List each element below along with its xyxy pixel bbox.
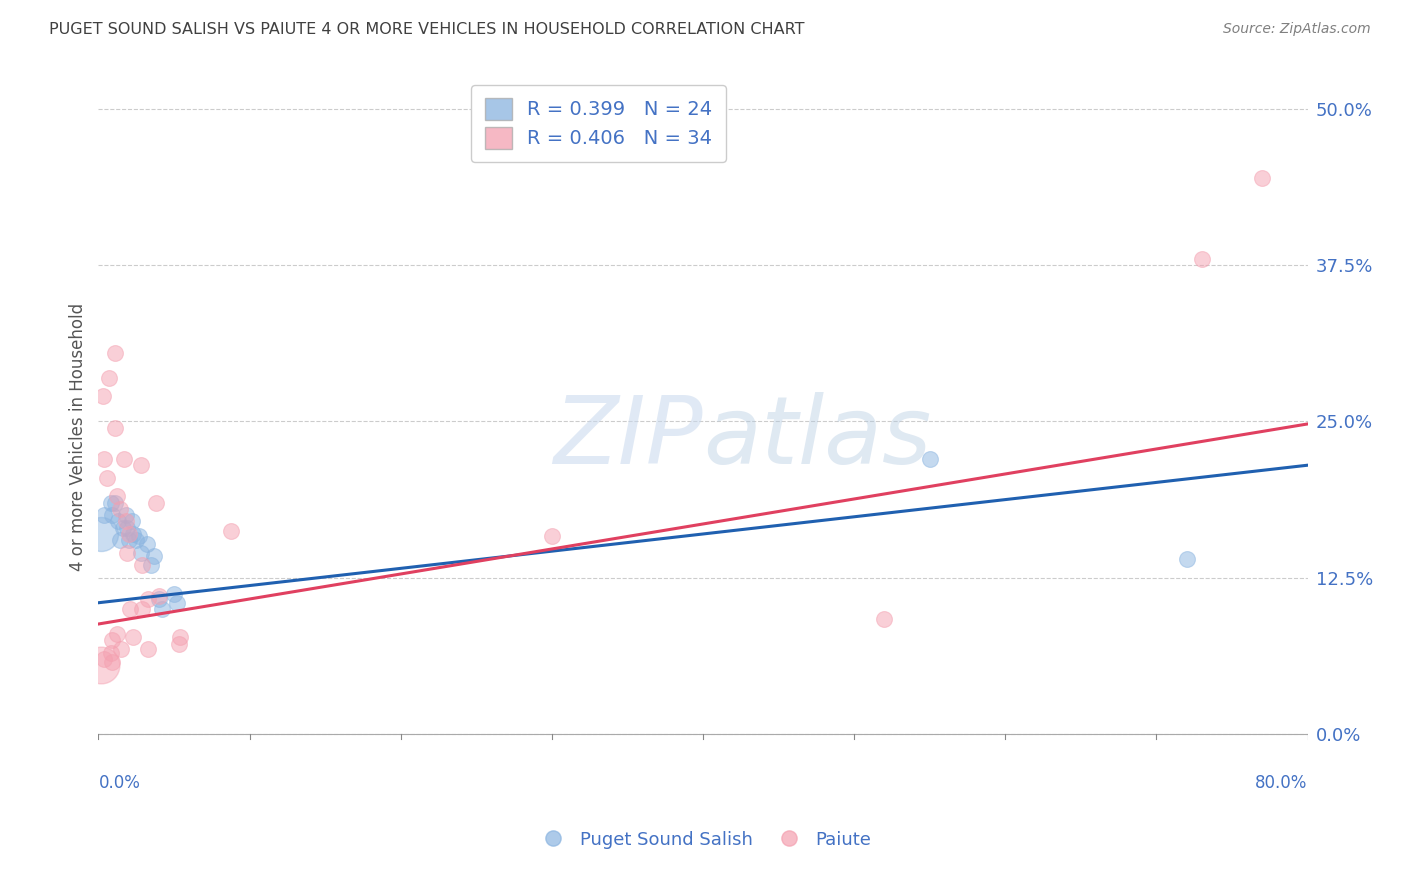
Point <box>118 527 141 541</box>
Point <box>101 633 124 648</box>
Point <box>108 502 131 516</box>
Point <box>115 546 138 560</box>
Point <box>118 533 141 548</box>
Point <box>148 590 170 604</box>
Point <box>169 630 191 644</box>
Point <box>100 496 122 510</box>
Text: 80.0%: 80.0% <box>1256 774 1308 792</box>
Point <box>93 508 115 523</box>
Y-axis label: 4 or more Vehicles in Household: 4 or more Vehicles in Household <box>69 303 87 571</box>
Point <box>122 527 145 541</box>
Point <box>104 345 127 359</box>
Point <box>131 602 153 616</box>
Legend: Puget Sound Salish, Paiute: Puget Sound Salish, Paiute <box>527 823 879 856</box>
Point <box>131 558 153 573</box>
Point <box>166 596 188 610</box>
Point <box>125 533 148 548</box>
Text: ZIP: ZIP <box>554 392 703 483</box>
Point <box>1191 252 1213 266</box>
Point <box>104 496 127 510</box>
Point <box>108 533 131 548</box>
Point <box>1175 552 1198 566</box>
Point <box>91 389 114 403</box>
Point <box>129 458 152 473</box>
Point <box>111 521 134 535</box>
Text: 0.0%: 0.0% <box>98 774 141 792</box>
Text: atlas: atlas <box>703 392 931 483</box>
Point <box>120 602 142 616</box>
Text: Source: ZipAtlas.com: Source: ZipAtlas.com <box>1223 22 1371 37</box>
Point <box>136 642 159 657</box>
Point <box>122 630 145 644</box>
Point <box>129 546 152 560</box>
Point <box>145 496 167 510</box>
Point <box>918 452 941 467</box>
Point <box>93 652 115 666</box>
Point <box>93 452 115 467</box>
Point <box>107 515 129 529</box>
Point <box>135 537 157 551</box>
Point <box>148 592 170 607</box>
Point <box>101 655 124 669</box>
Point <box>115 521 138 535</box>
Point <box>128 529 150 543</box>
Point <box>105 490 128 504</box>
Point <box>90 658 112 673</box>
Point <box>114 508 136 523</box>
Point <box>104 420 127 434</box>
Point <box>90 527 112 541</box>
Text: PUGET SOUND SALISH VS PAIUTE 4 OR MORE VEHICLES IN HOUSEHOLD CORRELATION CHART: PUGET SOUND SALISH VS PAIUTE 4 OR MORE V… <box>49 22 804 37</box>
Point <box>96 471 118 485</box>
Point <box>98 370 121 384</box>
Point <box>143 549 166 564</box>
Point <box>101 508 124 523</box>
Point <box>150 602 173 616</box>
Point <box>1251 170 1274 185</box>
Point <box>121 515 143 529</box>
Point <box>873 612 896 626</box>
Point <box>163 587 186 601</box>
Point <box>136 592 159 607</box>
Point <box>105 627 128 641</box>
Point <box>100 646 122 660</box>
Point <box>114 515 136 529</box>
Point <box>110 642 132 657</box>
Point <box>141 558 163 573</box>
Point <box>167 637 190 651</box>
Point <box>112 452 135 467</box>
Point <box>540 529 562 543</box>
Point <box>221 524 243 539</box>
